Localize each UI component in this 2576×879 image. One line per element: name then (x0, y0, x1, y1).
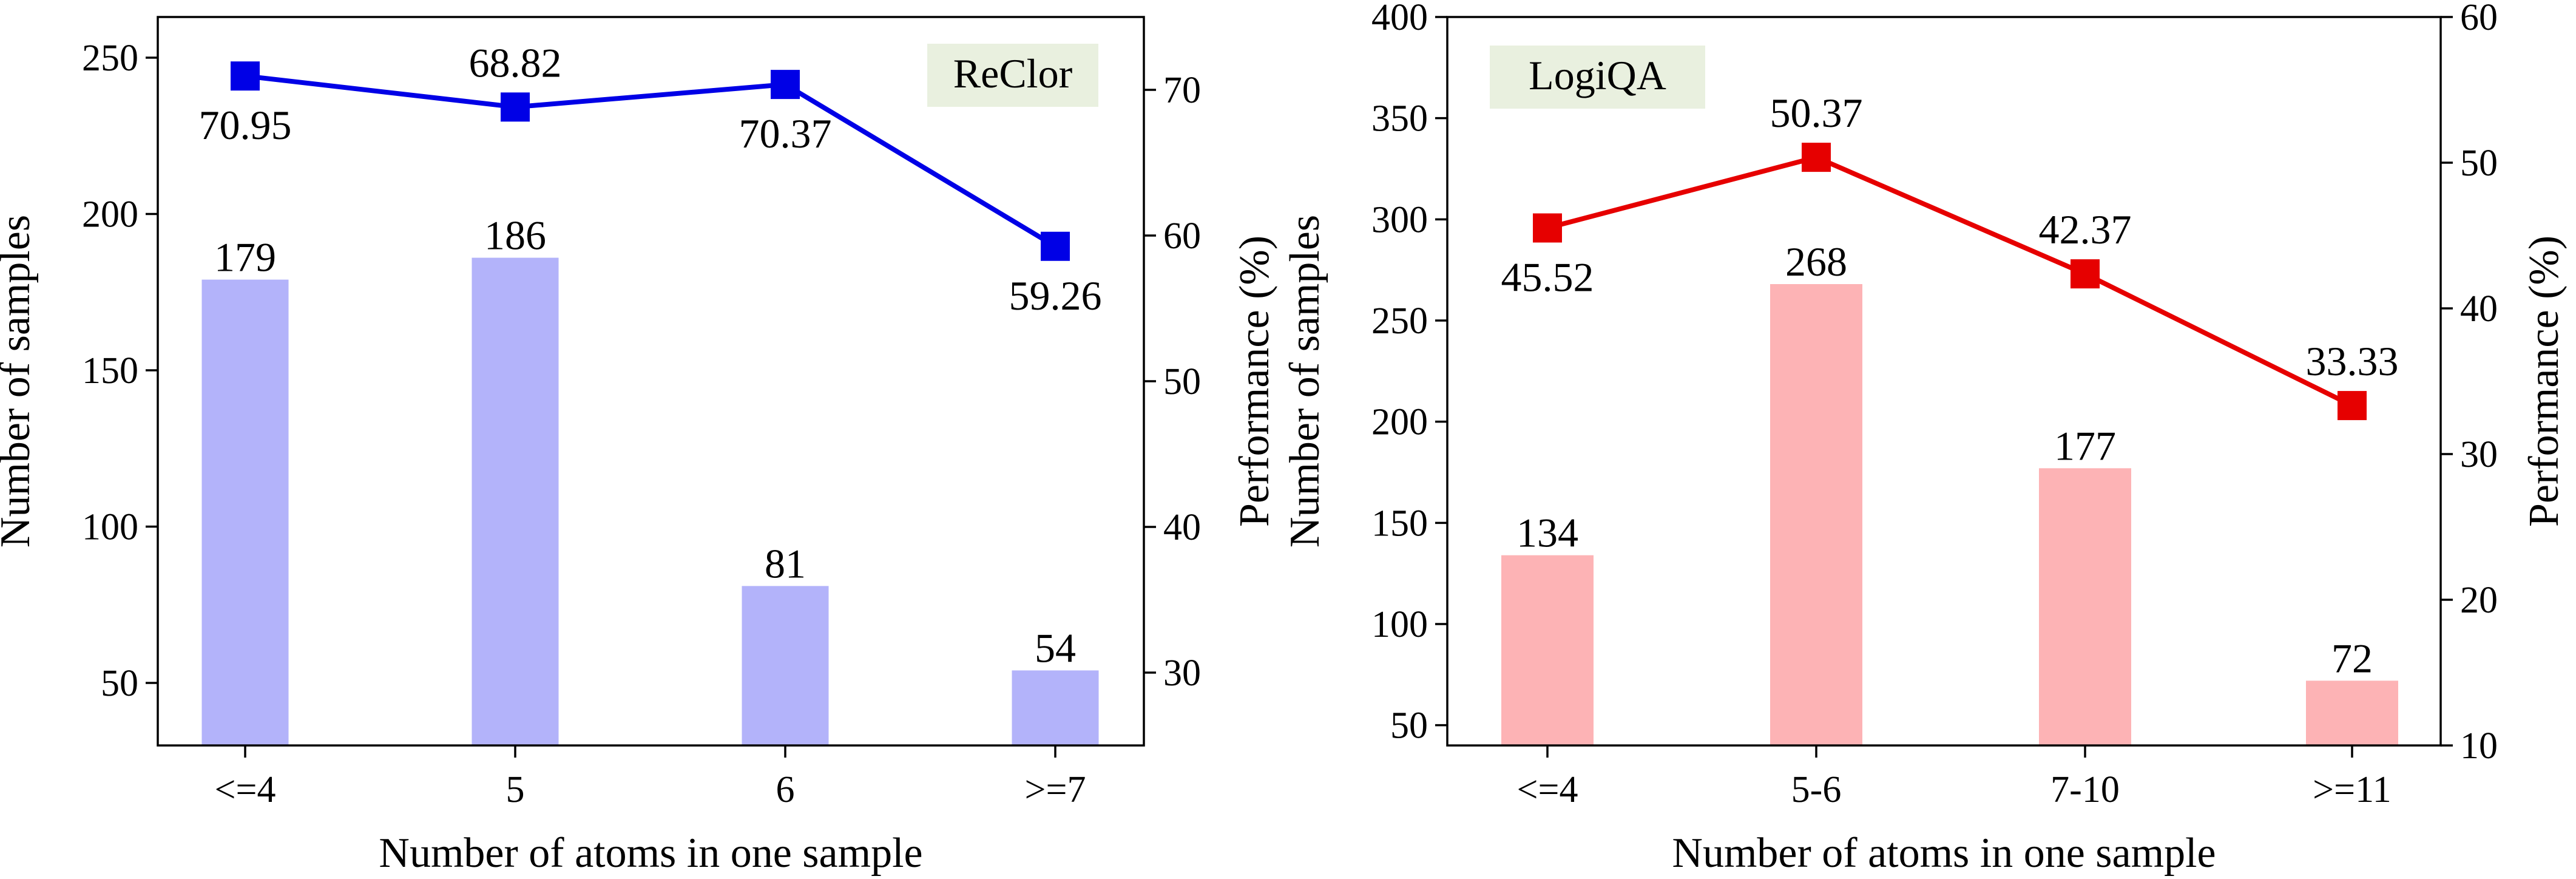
performance-marker (1533, 213, 1562, 243)
performance-line (245, 73, 1057, 249)
y-right-tick-label: 60 (1163, 216, 1201, 257)
y-right-tick-label: 50 (1163, 361, 1201, 402)
reclor-chart: 179 186 81 54 50 100 150 200 250 30 40 50 60 70 <=4 5 6 >… (0, 16, 1278, 877)
y-right-axis-title: Performance (%) (1231, 236, 1278, 527)
bar-value-label: 72 (2331, 635, 2373, 681)
bar-1 (201, 279, 289, 745)
performance-value-label: 70.95 (199, 102, 292, 148)
plot-frame (157, 16, 1145, 747)
y-right-tick-label: 40 (2460, 288, 2498, 330)
performance-value-label: 59.26 (1009, 273, 1102, 319)
performance-value-label: 33.33 (2306, 338, 2399, 384)
dataset-badge-label: LogiQA (1529, 52, 1666, 98)
bar-value-label: 186 (484, 212, 546, 259)
performance-marker (2338, 391, 2367, 421)
bar-value-label: 179 (214, 234, 276, 280)
bar-value-label: 134 (1516, 510, 1578, 556)
x-tick-label: <=4 (1517, 769, 1578, 810)
y-left-tick-label: 400 (1371, 0, 1428, 38)
performance-marker (1041, 231, 1070, 261)
bar-2 (472, 257, 559, 745)
bar-value-label: 54 (1035, 625, 1076, 671)
y-left-axis-title: Number of samples (1282, 215, 1328, 548)
performance-marker (771, 70, 800, 100)
y-left-tick-label: 250 (1371, 300, 1428, 342)
y-left-tick-label: 250 (82, 38, 138, 79)
performance-value-label: 50.37 (1770, 90, 1863, 136)
y-right-tick-label: 70 (1163, 70, 1201, 111)
y-right-tick-label: 40 (1163, 507, 1201, 548)
bar-4 (2306, 680, 2398, 745)
y-left-tick-label: 350 (1371, 98, 1428, 140)
y-right-tick-label: 60 (2460, 0, 2498, 38)
performance-marker (2071, 259, 2100, 289)
bar-1 (1501, 555, 1594, 745)
y-right-tick-label: 30 (1163, 653, 1201, 694)
y-right-tick-label: 30 (2460, 434, 2498, 475)
y-right-tick-label: 20 (2460, 580, 2498, 621)
x-tick-label: <=4 (215, 769, 276, 810)
x-tick-label: >=11 (2313, 769, 2392, 810)
y-left-tick-label: 200 (82, 194, 138, 235)
performance-marker (501, 92, 530, 122)
dataset-badge (1490, 46, 1705, 109)
performance-marker (231, 61, 260, 91)
plot-frame (1446, 16, 2442, 747)
y-left-tick-label: 200 (1371, 402, 1428, 443)
bar-3 (2039, 468, 2131, 745)
y-left-tick-label: 100 (82, 506, 138, 548)
performance-line (1546, 155, 2353, 408)
x-tick-label: 5 (506, 769, 525, 810)
x-axis-title: Number of atoms in one sample (1672, 830, 2216, 877)
performance-value-label: 68.82 (469, 39, 562, 86)
y-left-tick-label: 50 (101, 663, 138, 704)
y-left-tick-label: 150 (1371, 503, 1428, 544)
y-left-tick-label: 300 (1371, 199, 1428, 240)
y-left-tick-label: 50 (1390, 705, 1428, 747)
bar-3 (742, 586, 829, 745)
x-axis-title: Number of atoms in one sample (379, 830, 922, 877)
x-tick-label: >=7 (1025, 769, 1086, 810)
bar-value-label: 177 (2054, 423, 2116, 469)
x-tick-label: 7-10 (2050, 769, 2120, 810)
logiqa-chart: 134 268 177 72 50 100 150 200 250 300 350 400 10 20 30… (1282, 0, 2568, 877)
bar-value-label: 81 (765, 540, 806, 586)
bar-2 (1770, 284, 1862, 745)
bar-4 (1012, 670, 1099, 745)
dataset-badge-label: ReClor (953, 50, 1073, 97)
y-left-axis-title: Number of samples (0, 215, 39, 548)
y-right-tick-label: 50 (2460, 143, 2498, 184)
y-right-axis-title: Performance (%) (2521, 236, 2568, 527)
y-left-tick-label: 100 (1371, 604, 1428, 645)
performance-value-label: 42.37 (2039, 206, 2132, 253)
y-right-tick-label: 10 (2460, 725, 2498, 767)
performance-marker (1802, 143, 1831, 172)
performance-value-label: 70.37 (739, 110, 832, 157)
dataset-badge (927, 44, 1098, 107)
performance-value-label: 45.52 (1501, 254, 1594, 300)
y-left-tick-label: 150 (82, 350, 138, 392)
bar-value-label: 268 (1785, 239, 1847, 285)
x-tick-label: 6 (776, 769, 795, 810)
x-tick-label: 5-6 (1791, 769, 1842, 810)
